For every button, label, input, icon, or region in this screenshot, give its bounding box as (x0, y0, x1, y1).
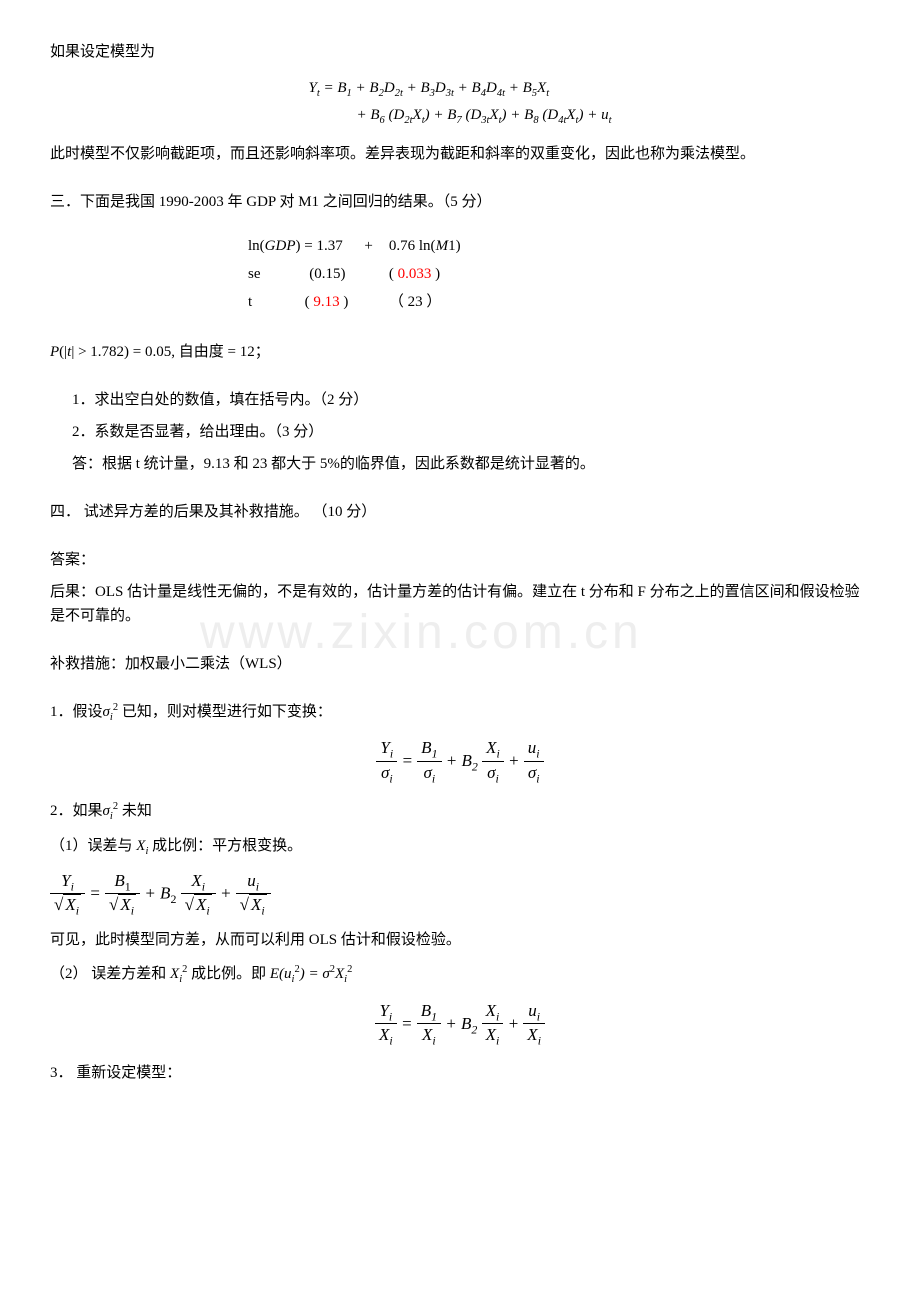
reg-plus: + (356, 232, 380, 260)
answer-1: 答：根据 t 统计量，9.13 和 23 都大于 5%的临界值，因此系数都是统计… (50, 452, 870, 476)
homoskedastic-note: 可见，此时模型同方差，从而可以利用 OLS 估计和假设检验。 (50, 928, 870, 952)
paragraph-intro: 如果设定模型为 (50, 40, 870, 64)
consequences: 后果：OLS 估计量是线性无偏的，不是有效的，估计量方差的估计有偏。建立在 t … (50, 580, 870, 628)
reg-t-val2: （ 23 ） (381, 288, 469, 316)
reg-se-val2: ( 0.033 ) (381, 260, 469, 288)
reg-se-label: se (0.15) (240, 260, 356, 288)
reg-eq-right: 0.76 ln(M1) (381, 232, 469, 260)
case-2: 2．如果σi2 未知 (50, 799, 870, 826)
section-4-title: 四． 试述异方差的后果及其补救措施。 （10 分） (50, 500, 870, 524)
equation-model: Yt = B1 + B2D2t + B3D3t + B4D4t + B5Xt +… (50, 76, 870, 130)
regression-results: ln(GDP) = 1.37 + 0.76 ln(M1) se (0.15) (… (240, 232, 680, 316)
case-3: 3． 重新设定模型： (50, 1061, 870, 1085)
paragraph-model-desc: 此时模型不仅影响截距项，而且还影响斜率项。差异表现为截距和斜率的双重变化，因此也… (50, 142, 870, 166)
case-1: 1．假设σi2 已知，则对模型进行如下变换： (50, 700, 870, 727)
remedy-label: 补救措施：加权最小二乘法（WLS） (50, 652, 870, 676)
reg-t-label: t ( 9.13 ) (240, 288, 356, 316)
case-2-2: （2） 误差方差和 Xi2 成比例。即 E(ui2) = σ2Xi2 (50, 962, 870, 989)
case-2-1: （1）误差与 Xi 成比例：平方根变换。 (50, 834, 870, 861)
equation-wls-sigma: Yiσi = B1σi + B2 Xiσi + uiσi (50, 738, 870, 787)
question-1: 1．求出空白处的数值，填在括号内。（2 分） (50, 388, 870, 412)
p-value-note: P(|t| > 1.782) = 0.05, 自由度 = 12； (50, 340, 870, 364)
reg-eq-left: ln(GDP) = 1.37 (240, 232, 356, 260)
equation-x-transform: YiXi = B1Xi + B2 XiXi + uiXi (50, 1001, 870, 1050)
section-3-title: 三．下面是我国 1990-2003 年 GDP 对 M1 之间回归的结果。（5 … (50, 190, 870, 214)
document-body: 如果设定模型为 Yt = B1 + B2D2t + B3D3t + B4D4t … (50, 40, 870, 1085)
answer-label: 答案： (50, 548, 870, 572)
question-2: 2．系数是否显著，给出理由。（3 分） (50, 420, 870, 444)
equation-sqrt-transform: Yi√Xi = B1√Xi + B2 Xi√Xi + ui√Xi (50, 871, 870, 918)
